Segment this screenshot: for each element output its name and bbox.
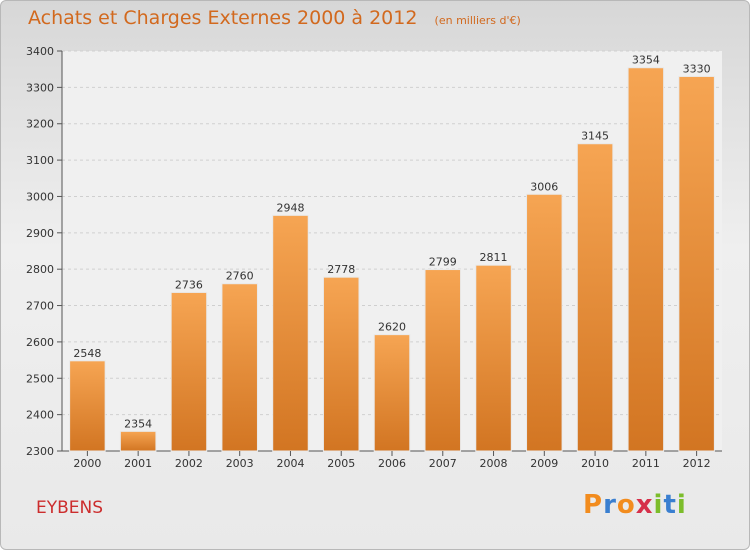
bar-2012 xyxy=(678,75,715,452)
value-label-2003: 2760 xyxy=(226,270,254,283)
bar-2008 xyxy=(475,264,512,452)
x-tick-label: 2008 xyxy=(480,457,508,470)
value-label-2004: 2948 xyxy=(276,201,304,214)
value-label-2005: 2778 xyxy=(327,263,355,276)
y-tick-label: 2600 xyxy=(26,336,54,349)
value-label-2008: 2811 xyxy=(480,251,508,264)
bar-2002 xyxy=(170,291,208,452)
y-tick-label: 3300 xyxy=(26,81,54,94)
x-tick-labels: 2000 2001 2002 2003 2004 2005 2006 2007 2008 2009… xyxy=(73,451,711,470)
brand-letter: P xyxy=(583,490,604,520)
y-tick-label: 2300 xyxy=(26,445,54,458)
y-tick-label: 2500 xyxy=(26,372,54,385)
y-tick-label: 2800 xyxy=(26,263,54,276)
value-label-2002: 2736 xyxy=(175,278,203,291)
brand-letter: i xyxy=(676,490,687,520)
chart-subtitle: (en milliers d'€) xyxy=(434,14,521,27)
value-label-2011: 3354 xyxy=(632,54,660,67)
x-tick-label: 2005 xyxy=(327,457,355,470)
x-tick-label: 2002 xyxy=(175,457,203,470)
bar-2001 xyxy=(119,430,157,452)
bar-2003 xyxy=(221,283,258,452)
value-labels: 2548 2354 2736 2760 2948 2778 2620 2799 2811 3006… xyxy=(73,54,710,431)
y-tick-label: 3100 xyxy=(26,154,54,167)
y-tick-label: 2700 xyxy=(26,300,54,313)
y-tick-label: 3000 xyxy=(26,190,54,203)
y-tick-label: 3200 xyxy=(26,118,54,131)
value-label-2010: 3145 xyxy=(581,130,609,143)
value-label-2012: 3330 xyxy=(683,62,711,75)
x-tick-label: 2003 xyxy=(226,457,254,470)
brand-letter: t xyxy=(663,490,677,520)
bar-2000 xyxy=(69,360,106,452)
x-tick-label: 2001 xyxy=(124,457,152,470)
bar-2006 xyxy=(373,334,411,452)
title-row: Achats et Charges Externes 2000 à 2012 (… xyxy=(28,7,521,29)
y-tick-labels: 2300 2400 2500 2600 2700 2800 2900 3000 3100 3200… xyxy=(26,45,62,458)
brand-letter: i xyxy=(653,490,664,520)
bar-2007 xyxy=(424,269,462,452)
value-label-2009: 3006 xyxy=(530,180,558,193)
x-tick-label: 2012 xyxy=(683,457,711,470)
brand-letter: r xyxy=(603,490,617,520)
x-tick-label: 2010 xyxy=(581,457,609,470)
x-tick-label: 2004 xyxy=(276,457,304,470)
brand-logo[interactable]: Proxiti xyxy=(583,490,687,520)
value-label-2000: 2548 xyxy=(73,347,101,360)
bar-2010 xyxy=(576,143,614,452)
value-label-2001: 2354 xyxy=(124,417,152,430)
value-label-2006: 2620 xyxy=(378,321,406,334)
y-tick-label: 3400 xyxy=(26,45,54,58)
x-tick-label: 2000 xyxy=(73,457,101,470)
location-label: EYBENS xyxy=(36,498,104,518)
chart-title: Achats et Charges Externes 2000 à 2012 xyxy=(28,7,418,29)
brand-letter: o xyxy=(616,490,636,520)
y-tick-label: 2900 xyxy=(26,227,54,240)
bar-2005 xyxy=(322,276,360,452)
bar-2004 xyxy=(272,214,309,452)
x-tick-label: 2006 xyxy=(378,457,406,470)
bars xyxy=(69,67,715,452)
bar-2009 xyxy=(526,193,563,452)
value-label-2007: 2799 xyxy=(429,256,457,269)
y-tick-label: 2400 xyxy=(26,409,54,422)
brand-letter: x xyxy=(635,490,654,520)
bar-2011 xyxy=(627,67,665,452)
x-tick-label: 2007 xyxy=(429,457,457,470)
x-tick-label: 2009 xyxy=(530,457,558,470)
x-tick-label: 2011 xyxy=(632,457,660,470)
